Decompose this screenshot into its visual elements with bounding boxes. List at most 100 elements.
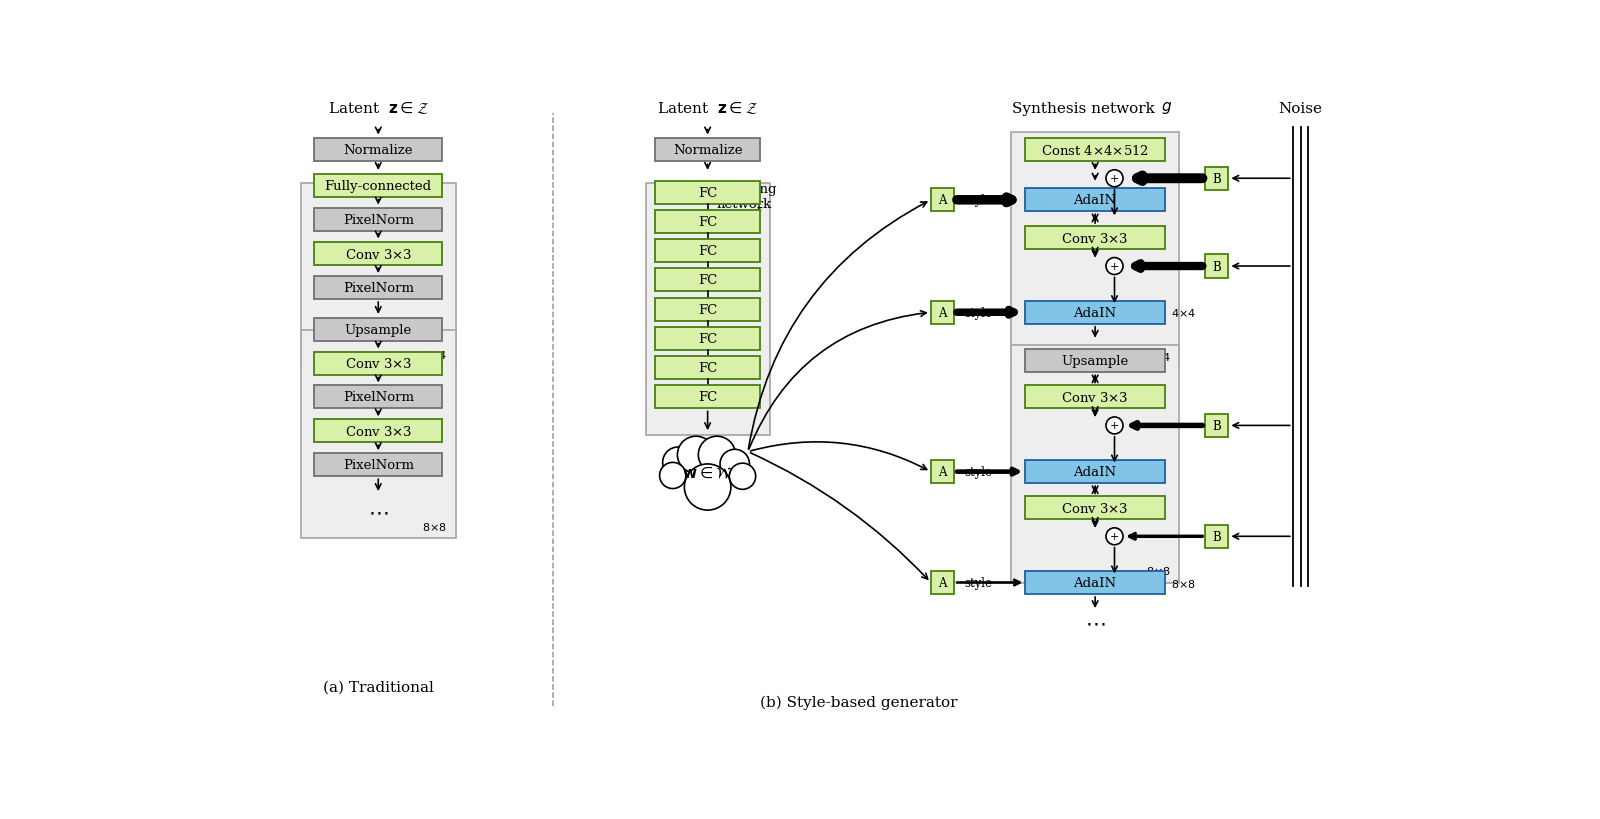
FancyBboxPatch shape — [1011, 346, 1179, 583]
FancyBboxPatch shape — [1026, 139, 1165, 162]
Text: Normalize: Normalize — [344, 144, 413, 157]
Text: Upsample: Upsample — [1061, 355, 1128, 368]
FancyBboxPatch shape — [656, 298, 760, 321]
Text: PixelNorm: PixelNorm — [342, 459, 414, 472]
Text: Conv 3$\times$3: Conv 3$\times$3 — [344, 424, 411, 438]
Text: +: + — [1110, 421, 1118, 431]
FancyBboxPatch shape — [656, 210, 760, 233]
Circle shape — [1106, 258, 1123, 275]
Text: Conv 3$\times$3: Conv 3$\times$3 — [1061, 501, 1130, 515]
FancyBboxPatch shape — [314, 319, 442, 342]
Text: FC: FC — [698, 303, 717, 316]
FancyBboxPatch shape — [656, 328, 760, 351]
Text: B: B — [1213, 419, 1221, 432]
Text: Conv 3$\times$3: Conv 3$\times$3 — [344, 356, 411, 370]
Text: $g$: $g$ — [1162, 100, 1173, 116]
Text: B: B — [1213, 530, 1221, 543]
FancyBboxPatch shape — [1205, 525, 1229, 548]
Circle shape — [685, 464, 731, 510]
Text: AdaIN: AdaIN — [1074, 306, 1117, 319]
FancyBboxPatch shape — [656, 386, 760, 409]
Text: $4{\times}4$: $4{\times}4$ — [421, 349, 446, 360]
FancyBboxPatch shape — [656, 240, 760, 263]
FancyBboxPatch shape — [1205, 256, 1229, 278]
Circle shape — [659, 463, 686, 489]
Text: FC: FC — [698, 333, 717, 346]
Circle shape — [698, 437, 736, 473]
FancyBboxPatch shape — [931, 572, 954, 595]
Circle shape — [1106, 170, 1123, 188]
Text: FC: FC — [698, 391, 717, 404]
Text: $f$: $f$ — [754, 206, 763, 222]
Text: $4{\times}4$: $4{\times}4$ — [1146, 351, 1171, 363]
Text: AdaIN: AdaIN — [1074, 577, 1117, 590]
Circle shape — [1106, 418, 1123, 434]
FancyBboxPatch shape — [1026, 189, 1165, 212]
Text: style: style — [965, 577, 992, 590]
Text: A: A — [938, 577, 947, 590]
FancyBboxPatch shape — [1026, 572, 1165, 595]
FancyBboxPatch shape — [656, 181, 760, 205]
Text: A: A — [938, 465, 947, 478]
FancyBboxPatch shape — [314, 420, 442, 443]
Text: +: + — [1110, 532, 1118, 541]
Text: PixelNorm: PixelNorm — [342, 391, 414, 404]
Text: $4{\times}4$: $4{\times}4$ — [1171, 307, 1195, 319]
FancyBboxPatch shape — [1026, 460, 1165, 483]
Text: $8{\times}8$: $8{\times}8$ — [422, 521, 446, 533]
Text: style: style — [965, 194, 992, 207]
FancyBboxPatch shape — [301, 331, 456, 538]
Text: Latent  $\mathbf{z} \in \mathcal{Z}$: Latent $\mathbf{z} \in \mathcal{Z}$ — [328, 100, 429, 116]
FancyBboxPatch shape — [301, 183, 456, 366]
Text: FC: FC — [698, 362, 717, 375]
FancyBboxPatch shape — [931, 301, 954, 324]
FancyBboxPatch shape — [1011, 133, 1179, 369]
Text: style: style — [965, 465, 992, 478]
FancyBboxPatch shape — [1026, 301, 1165, 324]
Text: FC: FC — [698, 245, 717, 258]
Text: $\mathbf{w} \in \mathcal{W}$: $\mathbf{w} \in \mathcal{W}$ — [682, 466, 733, 481]
Text: $8{\times}8$: $8{\times}8$ — [1171, 577, 1195, 589]
FancyBboxPatch shape — [1026, 496, 1165, 520]
Text: Normalize: Normalize — [674, 144, 742, 157]
Text: (b) Style-based generator: (b) Style-based generator — [760, 695, 957, 709]
Text: (a) Traditional: (a) Traditional — [323, 680, 434, 694]
FancyBboxPatch shape — [314, 174, 442, 197]
Text: Fully-connected: Fully-connected — [325, 179, 432, 192]
FancyBboxPatch shape — [314, 352, 442, 375]
Text: Conv 3$\times$3: Conv 3$\times$3 — [1061, 231, 1130, 245]
Text: $\cdots$: $\cdots$ — [368, 503, 389, 522]
FancyBboxPatch shape — [656, 357, 760, 380]
FancyBboxPatch shape — [1026, 350, 1165, 373]
Circle shape — [662, 447, 694, 478]
Text: AdaIN: AdaIN — [1074, 465, 1117, 478]
FancyBboxPatch shape — [314, 243, 442, 266]
Text: PixelNorm: PixelNorm — [342, 282, 414, 295]
Text: style: style — [965, 306, 992, 319]
Text: PixelNorm: PixelNorm — [342, 213, 414, 226]
FancyBboxPatch shape — [1026, 386, 1165, 409]
Text: Const 4$\times$4$\times$512: Const 4$\times$4$\times$512 — [1042, 143, 1149, 157]
Text: $\cdots$: $\cdots$ — [1085, 614, 1106, 633]
Circle shape — [677, 437, 715, 473]
FancyBboxPatch shape — [314, 277, 442, 300]
Circle shape — [720, 450, 749, 479]
Text: A: A — [938, 194, 947, 207]
Text: FC: FC — [698, 187, 717, 199]
Text: Latent  $\mathbf{z} \in \mathcal{Z}$: Latent $\mathbf{z} \in \mathcal{Z}$ — [658, 100, 758, 116]
Circle shape — [730, 464, 755, 490]
Text: $8{\times}8$: $8{\times}8$ — [1146, 564, 1171, 577]
FancyBboxPatch shape — [646, 183, 770, 435]
Text: FC: FC — [698, 274, 717, 287]
Text: AdaIN: AdaIN — [1074, 194, 1117, 207]
Circle shape — [1106, 528, 1123, 545]
Text: Mapping
network: Mapping network — [717, 183, 776, 210]
FancyBboxPatch shape — [1026, 227, 1165, 250]
FancyBboxPatch shape — [931, 460, 954, 483]
Text: +: + — [1110, 262, 1118, 272]
FancyBboxPatch shape — [656, 269, 760, 292]
FancyBboxPatch shape — [1205, 414, 1229, 437]
FancyBboxPatch shape — [314, 139, 442, 162]
Text: Conv 3$\times$3: Conv 3$\times$3 — [1061, 391, 1130, 405]
Text: A: A — [938, 306, 947, 319]
